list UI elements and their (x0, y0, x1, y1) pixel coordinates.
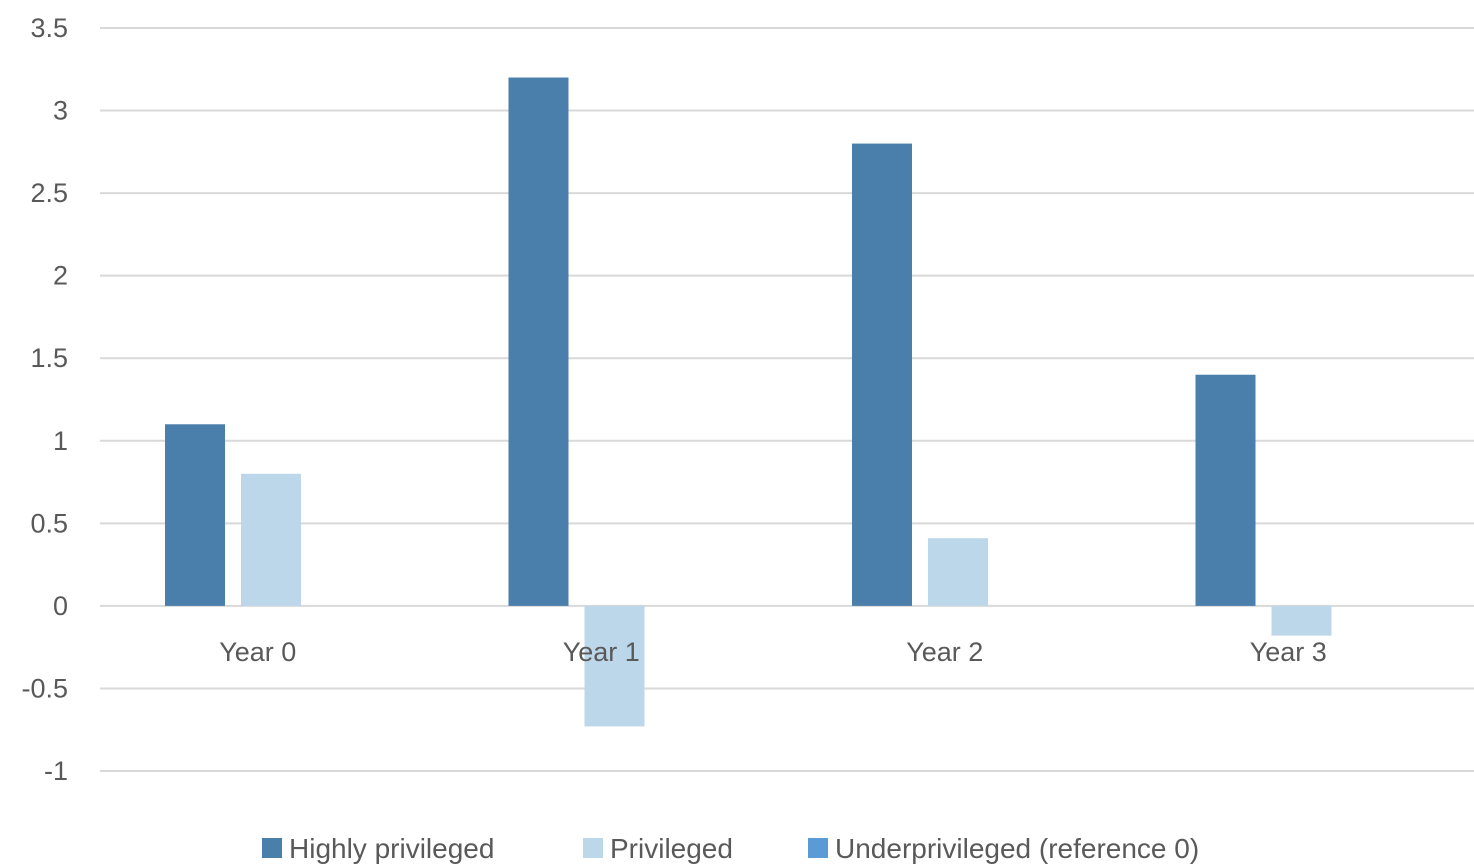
y-tick-label: 3 (53, 96, 68, 126)
x-category-label: Year 1 (563, 637, 640, 667)
bar (928, 538, 988, 606)
y-tick-label: 0.5 (30, 508, 68, 538)
gridlines (100, 27, 1474, 772)
y-tick-label: 3.5 (30, 13, 68, 43)
legend-swatch (808, 838, 828, 858)
y-tick-label: 1 (53, 426, 68, 456)
legend-swatch (262, 838, 282, 858)
y-tick-label: -0.5 (21, 673, 68, 703)
legend-label: Highly privileged (289, 833, 494, 864)
y-tick-label: 1.5 (30, 343, 68, 373)
bar (508, 77, 569, 606)
bars (165, 77, 1332, 727)
legend: Highly privileged Privileged Underprivileg… (262, 833, 1199, 864)
bar (852, 143, 912, 606)
bar (1271, 605, 1332, 636)
x-axis: Year 0 Year 1 Year 2 Year 3 (219, 637, 1327, 667)
y-tick-label: 0 (53, 591, 68, 621)
bar (165, 424, 225, 606)
legend-label: Underprivileged (reference 0) (835, 833, 1199, 864)
legend-swatch (583, 838, 603, 858)
bar (584, 605, 645, 727)
legend-label: Privileged (610, 833, 733, 864)
bar (241, 473, 301, 606)
x-category-label: Year 0 (219, 637, 296, 667)
x-category-label: Year 2 (906, 637, 983, 667)
bar (1195, 374, 1256, 606)
y-tick-label: -1 (44, 756, 68, 786)
x-category-label: Year 3 (1250, 637, 1327, 667)
y-tick-label: 2 (53, 261, 68, 291)
y-tick-label: 2.5 (30, 178, 68, 208)
y-axis: 3.5 3 2.5 2 1.5 1 0.5 0 -0.5 -1 (21, 13, 68, 786)
